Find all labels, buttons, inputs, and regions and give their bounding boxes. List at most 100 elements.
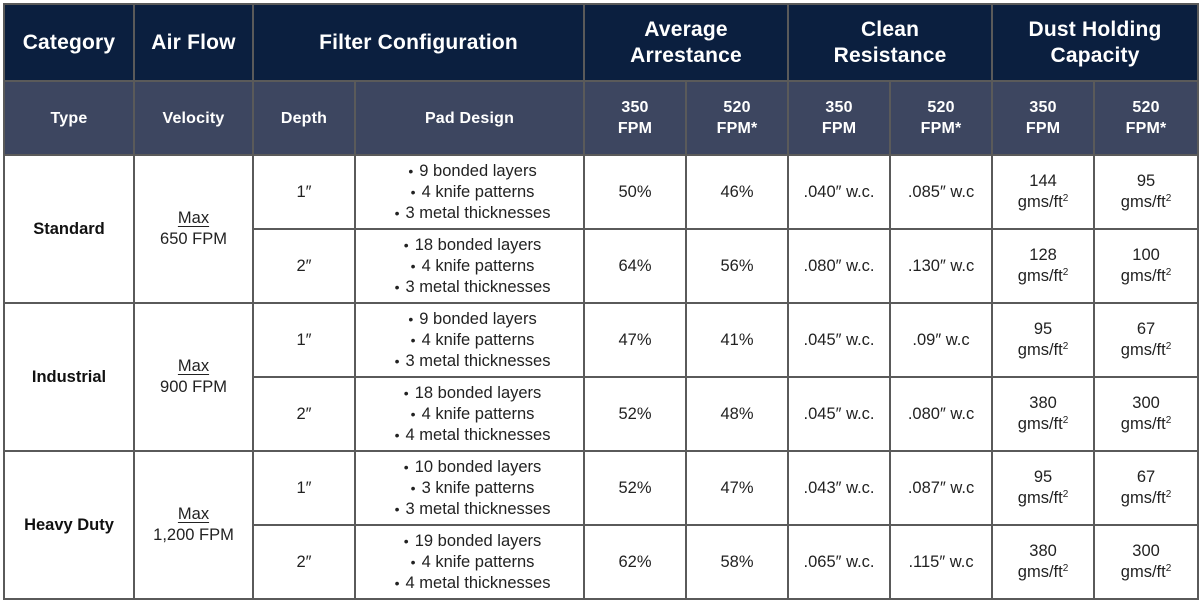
header-label-line1: Clean xyxy=(860,17,920,41)
header-label-line2: Capacity xyxy=(1050,43,1140,67)
header-air-flow: Air Flow xyxy=(133,3,254,82)
dust-unit-exponent: 2 xyxy=(1062,563,1069,574)
pad-design-item: 3 metal thicknesses xyxy=(356,277,583,298)
velocity-cell: Max 900 FPM xyxy=(133,302,254,452)
dust-value: 67 xyxy=(1136,468,1156,486)
resistance-350-cell: .045″ w.c. xyxy=(787,376,892,452)
subheader-line1: 350 xyxy=(825,99,853,116)
pad-design-list: 18 bonded layers4 knife patterns4 metal … xyxy=(356,383,583,446)
dust-capacity-520-cell: 95 gms/ft2 xyxy=(1093,154,1200,230)
dust-value: 95 xyxy=(1033,320,1053,338)
pad-design-item: 4 knife patterns xyxy=(356,256,583,277)
resistance-520-cell: .087″ w.c xyxy=(889,450,994,526)
depth-cell: 2″ xyxy=(252,524,356,600)
depth-cell: 1″ xyxy=(252,450,356,526)
table-row: 2″19 bonded layers4 knife patterns4 meta… xyxy=(4,524,1200,600)
pad-design-item: 4 metal thicknesses xyxy=(356,425,583,446)
dust-value: 95 xyxy=(1136,172,1156,190)
pad-design-cell: 9 bonded layers4 knife patterns3 metal t… xyxy=(353,154,586,230)
dust-unit: gms/ft xyxy=(1120,415,1166,433)
pad-design-item: 4 knife patterns xyxy=(356,404,583,425)
resistance-350-cell: .065″ w.c. xyxy=(787,524,892,600)
resistance-350-cell: .080″ w.c. xyxy=(787,228,892,304)
pad-design-cell: 19 bonded layers4 knife patterns4 metal … xyxy=(353,524,586,600)
velocity-value: 900 FPM xyxy=(160,378,227,396)
category-cell: Heavy Duty xyxy=(3,450,135,600)
subheader-line2: FPM* xyxy=(716,120,758,137)
table-row: Heavy Duty Max 1,200 FPM 1″10 bonded layers… xyxy=(3,450,1200,600)
subheader-resistance-350: 350 FPM xyxy=(787,80,892,156)
depth-cell: 1″ xyxy=(252,302,356,378)
dust-unit: gms/ft xyxy=(1120,193,1166,211)
velocity-max-label: Max xyxy=(177,209,210,227)
dust-unit-exponent: 2 xyxy=(1062,193,1069,204)
pad-design-item: 3 knife patterns xyxy=(356,478,583,499)
dust-unit: gms/ft xyxy=(1120,489,1166,507)
subheader-line1: 350 xyxy=(621,99,649,116)
subheader-dust-350: 350 FPM xyxy=(991,80,1096,156)
subheader-line2: FPM xyxy=(617,120,653,137)
dust-value: 300 xyxy=(1132,542,1160,560)
subheader-arrestance-520: 520 FPM* xyxy=(685,80,790,156)
subheader-resistance-520: 520 FPM* xyxy=(889,80,994,156)
arrestance-520-cell: 48% xyxy=(685,376,790,452)
depth-cell: 2″ xyxy=(252,376,356,452)
arrestance-520-cell: 56% xyxy=(685,228,790,304)
dust-unit-exponent: 2 xyxy=(1062,415,1069,426)
arrestance-350-cell: 47% xyxy=(583,302,688,378)
pad-design-item: 3 metal thicknesses xyxy=(356,203,583,224)
subheader-dust-520: 520 FPM* xyxy=(1093,80,1200,156)
dust-capacity-520-cell: 67 gms/ft2 xyxy=(1093,450,1200,526)
velocity-max-label: Max xyxy=(177,357,210,375)
dust-unit: gms/ft xyxy=(1017,563,1063,581)
pad-design-item: 4 knife patterns xyxy=(356,552,583,573)
pad-design-item: 18 bonded layers xyxy=(356,235,583,256)
subheader-depth: Depth xyxy=(252,80,356,156)
arrestance-520-cell: 58% xyxy=(685,524,790,600)
dust-unit: gms/ft xyxy=(1017,341,1063,359)
filter-spec-table: Category Air Flow Filter Configuration A… xyxy=(3,3,1200,600)
pad-design-item: 4 metal thicknesses xyxy=(356,573,583,594)
velocity-cell: Max 650 FPM xyxy=(133,154,254,304)
velocity-max-label: Max xyxy=(177,505,210,523)
depth-cell: 1″ xyxy=(252,154,356,230)
dust-value: 380 xyxy=(1029,542,1057,560)
arrestance-350-cell: 50% xyxy=(583,154,688,230)
header-category: Category xyxy=(3,3,135,82)
dust-capacity-520-cell: 67 gms/ft2 xyxy=(1093,302,1200,378)
velocity-value: 1,200 FPM xyxy=(153,526,234,544)
subheader-line1: 520 xyxy=(927,99,955,116)
pad-design-cell: 10 bonded layers3 knife patterns3 metal … xyxy=(353,450,586,526)
pad-design-item: 9 bonded layers xyxy=(356,161,583,182)
dust-capacity-520-cell: 300 gms/ft2 xyxy=(1093,376,1200,452)
velocity-value: 650 FPM xyxy=(160,230,227,248)
resistance-520-cell: .130″ w.c xyxy=(889,228,994,304)
dust-value: 300 xyxy=(1132,394,1160,412)
pad-design-item: 9 bonded layers xyxy=(356,309,583,330)
subheader-velocity: Velocity xyxy=(133,80,254,156)
dust-unit: gms/ft xyxy=(1017,415,1063,433)
pad-design-item: 3 metal thicknesses xyxy=(356,351,583,372)
dust-unit: gms/ft xyxy=(1120,267,1166,285)
dust-value: 144 xyxy=(1029,172,1057,190)
pad-design-item: 4 knife patterns xyxy=(356,330,583,351)
header-filter-configuration-label: Filter Configuration xyxy=(319,30,518,54)
dust-unit-exponent: 2 xyxy=(1062,489,1069,500)
header-row-groups: Category Air Flow Filter Configuration A… xyxy=(3,3,1200,82)
resistance-350-cell: .045″ w.c. xyxy=(787,302,892,378)
header-label-line2: Resistance xyxy=(833,43,947,67)
table-row: 2″18 bonded layers4 knife patterns4 meta… xyxy=(4,376,1200,452)
subheader-line2: FPM* xyxy=(920,120,962,137)
dust-capacity-520-cell: 100 gms/ft2 xyxy=(1093,228,1200,304)
pad-design-list: 19 bonded layers4 knife patterns4 metal … xyxy=(356,531,583,594)
pad-design-item: 19 bonded layers xyxy=(356,531,583,552)
pad-design-item: 4 knife patterns xyxy=(356,182,583,203)
resistance-520-cell: .085″ w.c xyxy=(889,154,994,230)
header-label-line1: Average xyxy=(644,17,728,41)
subheader-line2: FPM xyxy=(1025,120,1061,137)
header-air-flow-label: Air Flow xyxy=(151,30,236,54)
arrestance-350-cell: 52% xyxy=(583,450,688,526)
arrestance-350-cell: 52% xyxy=(583,376,688,452)
pad-design-list: 18 bonded layers4 knife patterns3 metal … xyxy=(356,235,583,298)
